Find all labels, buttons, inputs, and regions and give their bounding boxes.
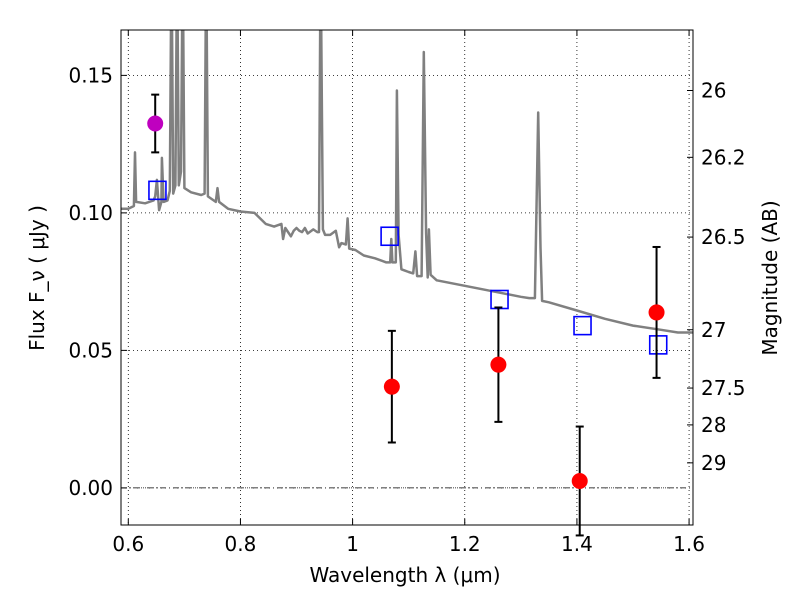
y2-tick-label: 27 bbox=[701, 318, 726, 342]
y-tick-label: 0.10 bbox=[68, 201, 113, 225]
plot-marks bbox=[121, 30, 693, 334]
y2-tick-label: 26 bbox=[701, 79, 726, 103]
x-tick-label: 1.4 bbox=[561, 532, 593, 556]
grid bbox=[121, 30, 693, 525]
model-photometry-square bbox=[648, 335, 668, 355]
x-tick-label: 1.6 bbox=[673, 532, 705, 556]
plot-frame bbox=[120, 29, 694, 526]
y-tick-label: 0.00 bbox=[68, 476, 113, 500]
y2-tick-label: 27.5 bbox=[701, 376, 746, 400]
y2-tick-label: 29 bbox=[701, 451, 726, 475]
observed-point bbox=[383, 378, 400, 395]
y-axis-label: Flux F_ν ( μJy ) bbox=[25, 205, 49, 351]
y2-tick-label: 28 bbox=[701, 413, 726, 437]
y-tick-label: 0.15 bbox=[68, 63, 113, 87]
y2-axis-label: Magnitude (AB) bbox=[758, 200, 782, 355]
model-photometry-square bbox=[490, 289, 509, 310]
x-tick-label: 1.2 bbox=[449, 532, 481, 556]
observed-point bbox=[648, 304, 665, 321]
x-tick-label: 0.6 bbox=[112, 532, 144, 556]
detection-point bbox=[147, 115, 164, 132]
model-photometry-square bbox=[380, 226, 399, 247]
y2-tick-label: 26.5 bbox=[701, 225, 746, 249]
data-points bbox=[147, 93, 668, 537]
x-tick-label: 1 bbox=[346, 532, 359, 556]
model-photometry-square bbox=[148, 180, 167, 201]
spectrum-line bbox=[121, 30, 693, 334]
x-axis-label: Wavelength λ (μm) bbox=[309, 563, 500, 587]
observed-point bbox=[490, 356, 507, 373]
plot-area bbox=[121, 30, 693, 525]
y2-tick-label: 26.2 bbox=[701, 145, 746, 169]
x-tick-label: 0.8 bbox=[225, 532, 257, 556]
axis-ticks: 0.6 0.8 1 1.2 1.4 1.6 0.00 0.05 0.10 0.15 26 26.2 26… bbox=[68, 30, 746, 556]
observed-point bbox=[571, 473, 588, 489]
model-photometry-square bbox=[573, 315, 592, 336]
y-tick-label: 0.05 bbox=[68, 338, 113, 362]
